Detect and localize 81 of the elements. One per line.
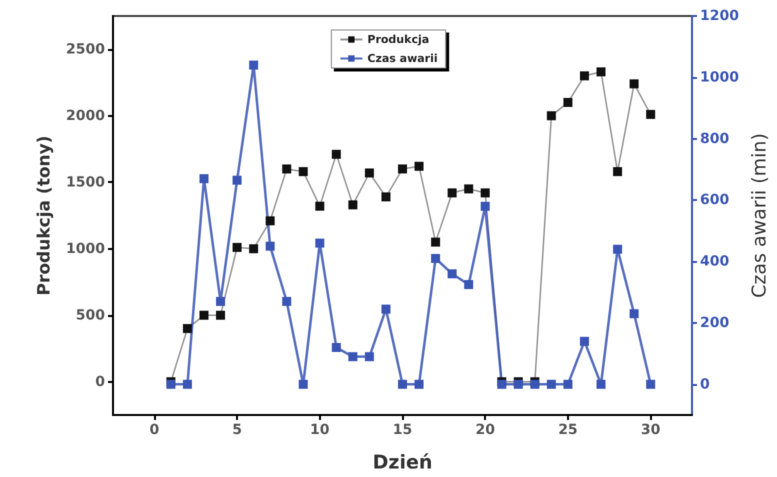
point bbox=[249, 60, 258, 70]
point bbox=[530, 380, 540, 389]
y-tick-label: 2500 bbox=[66, 41, 106, 58]
legend-label: Produkcja bbox=[367, 33, 430, 46]
point bbox=[348, 200, 358, 210]
point bbox=[596, 67, 606, 76]
point bbox=[182, 324, 192, 334]
y-tick-label: 2000 bbox=[66, 108, 106, 124]
x-tick-label: 20 bbox=[475, 422, 496, 438]
y2-axis-title: Czas awarii (min) bbox=[748, 133, 770, 298]
x-tick-label: 5 bbox=[232, 422, 242, 438]
point bbox=[480, 202, 490, 211]
point bbox=[266, 242, 275, 251]
x-tick-label: 0 bbox=[149, 422, 160, 438]
x-axis-title: Dzień bbox=[372, 452, 432, 474]
point bbox=[232, 176, 242, 185]
point bbox=[630, 79, 639, 88]
point bbox=[448, 269, 457, 278]
y-tick-label: 1500 bbox=[66, 174, 106, 190]
point bbox=[514, 380, 523, 389]
point bbox=[580, 71, 589, 80]
legend-label: Czas awarii bbox=[367, 52, 438, 65]
point bbox=[563, 380, 572, 389]
x-tick-label: 15 bbox=[392, 422, 412, 438]
y2-tick-label: 600 bbox=[700, 192, 730, 208]
point bbox=[232, 242, 242, 252]
point bbox=[431, 238, 440, 247]
point bbox=[381, 304, 390, 314]
y2-tick-label: 400 bbox=[700, 254, 730, 270]
y-tick-label: 500 bbox=[76, 307, 106, 324]
point bbox=[315, 238, 324, 248]
point bbox=[398, 380, 407, 389]
y2-tick-label: 1000 bbox=[700, 69, 740, 86]
point bbox=[364, 352, 374, 362]
point bbox=[646, 380, 656, 389]
point bbox=[480, 188, 490, 198]
point bbox=[580, 336, 589, 346]
point bbox=[216, 296, 226, 306]
point bbox=[563, 98, 572, 107]
point bbox=[249, 244, 258, 254]
y-axis-title: Produkcja (tony) bbox=[34, 136, 54, 296]
point bbox=[216, 310, 226, 320]
x-tick-label: 10 bbox=[310, 422, 330, 438]
point bbox=[546, 380, 556, 389]
point bbox=[266, 216, 275, 226]
point bbox=[298, 380, 308, 389]
point bbox=[613, 244, 622, 254]
y-tick-label: 1000 bbox=[66, 240, 106, 257]
point bbox=[596, 380, 606, 389]
point bbox=[315, 202, 324, 211]
point bbox=[298, 167, 308, 176]
point bbox=[348, 352, 358, 362]
point bbox=[497, 380, 506, 389]
point bbox=[398, 164, 407, 174]
point bbox=[199, 310, 208, 320]
point bbox=[282, 296, 292, 306]
point bbox=[381, 192, 390, 202]
point bbox=[414, 162, 424, 171]
point bbox=[199, 174, 208, 184]
point bbox=[646, 110, 656, 119]
point bbox=[431, 254, 440, 263]
point bbox=[613, 167, 622, 176]
point bbox=[464, 280, 474, 290]
y2-tick-label: 1200 bbox=[700, 8, 740, 24]
point bbox=[364, 168, 374, 178]
point bbox=[182, 380, 192, 389]
point bbox=[414, 380, 424, 389]
point bbox=[166, 380, 176, 389]
point bbox=[630, 309, 639, 318]
point bbox=[332, 150, 341, 159]
y2-tick-label: 0 bbox=[700, 376, 710, 392]
y2-tick-label: 800 bbox=[700, 130, 730, 147]
point bbox=[464, 184, 474, 194]
y-tick-label: 0 bbox=[95, 374, 106, 390]
point bbox=[282, 164, 292, 174]
point bbox=[332, 342, 341, 352]
y2-tick-label: 200 bbox=[700, 314, 730, 331]
point bbox=[448, 188, 457, 198]
x-tick-label: 25 bbox=[558, 422, 578, 438]
x-tick-label: 30 bbox=[640, 422, 661, 438]
point bbox=[546, 111, 556, 120]
